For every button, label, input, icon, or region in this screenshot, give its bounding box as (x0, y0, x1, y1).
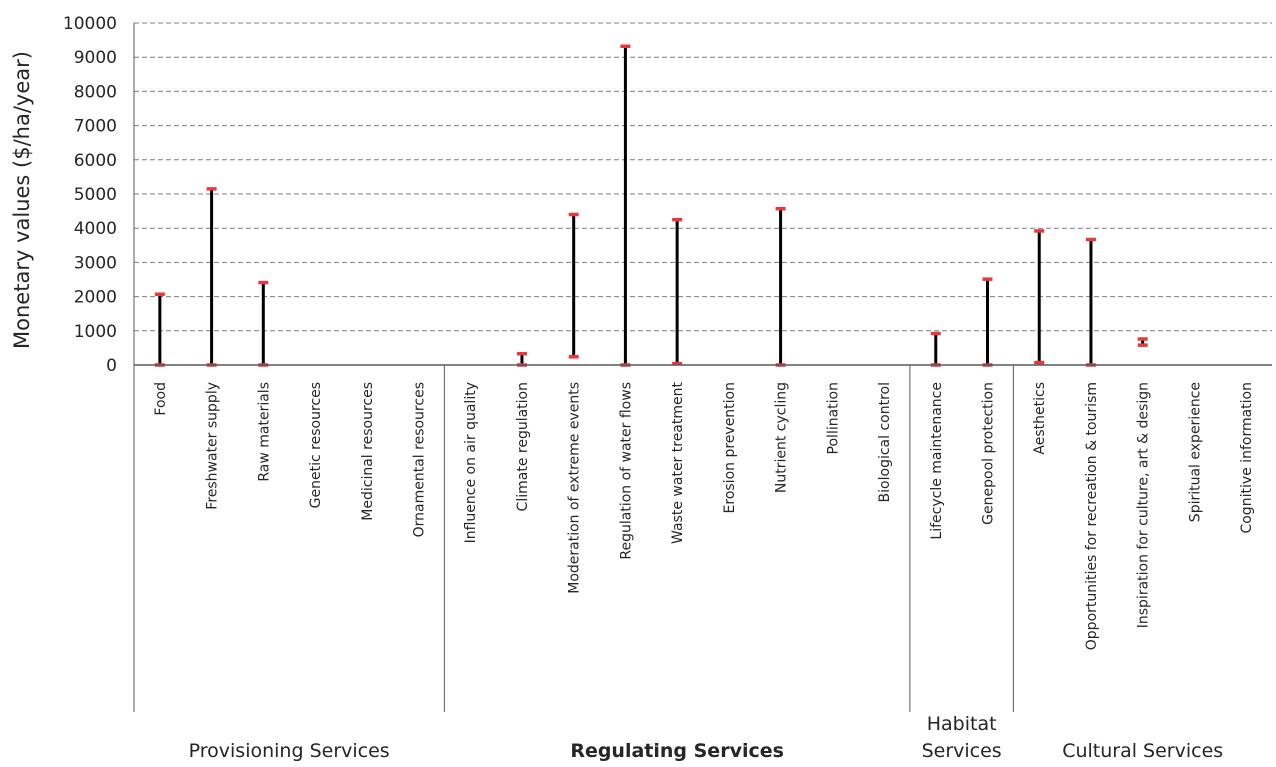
category-label: Influence on air quality (463, 382, 479, 543)
category-label: Inspiration for culture, art & design (1136, 382, 1152, 628)
category-label: Raw materials (256, 382, 272, 482)
group-label: Cultural Services (1062, 740, 1223, 762)
y-tick-label: 4000 (74, 219, 117, 239)
category-label: Food (153, 382, 169, 416)
y-tick-label: 0 (106, 356, 117, 376)
category-label: Genepool protection (981, 382, 997, 525)
category-label: Cognitive information (1239, 382, 1255, 534)
y-tick-label: 9000 (74, 48, 117, 68)
category-label: Erosion prevention (722, 382, 738, 513)
category-label: Genetic resources (308, 382, 324, 508)
y-axis-title: Monetary values ($/ha/year) (10, 51, 34, 349)
category-label: Freshwater supply (205, 382, 221, 510)
group-label: Services (922, 740, 1002, 762)
category-label: Biological control (877, 382, 893, 502)
y-tick-label: 6000 (74, 151, 117, 171)
category-label: Nutrient cycling (774, 382, 790, 493)
category-label: Lifecycle maintenance (929, 382, 945, 540)
y-tick-label: 1000 (74, 322, 117, 342)
group-label: Habitat (927, 713, 997, 735)
category-label: Opportunities for recreation & tourism (1084, 382, 1100, 650)
group-label: Regulating Services (570, 740, 784, 762)
category-label: Climate regulation (515, 382, 531, 511)
category-label: Ornamental resources (412, 382, 428, 537)
y-tick-label: 10000 (63, 14, 117, 34)
category-label: Pollination (825, 382, 841, 454)
category-label: Medicinal resources (360, 382, 376, 521)
category-label: Aesthetics (1032, 382, 1048, 455)
y-tick-label: 3000 (74, 253, 117, 273)
y-tick-label: 5000 (74, 185, 117, 205)
y-tick-label: 8000 (74, 82, 117, 102)
category-label: Spiritual experience (1187, 382, 1203, 522)
category-label: Regulation of water flows (618, 382, 634, 560)
category-label: Moderation of extreme events (567, 382, 583, 594)
group-label: Provisioning Services (189, 740, 390, 762)
y-tick-label: 2000 (74, 288, 117, 308)
y-tick-label: 7000 (74, 117, 117, 137)
category-label: Waste water treatment (670, 381, 686, 543)
